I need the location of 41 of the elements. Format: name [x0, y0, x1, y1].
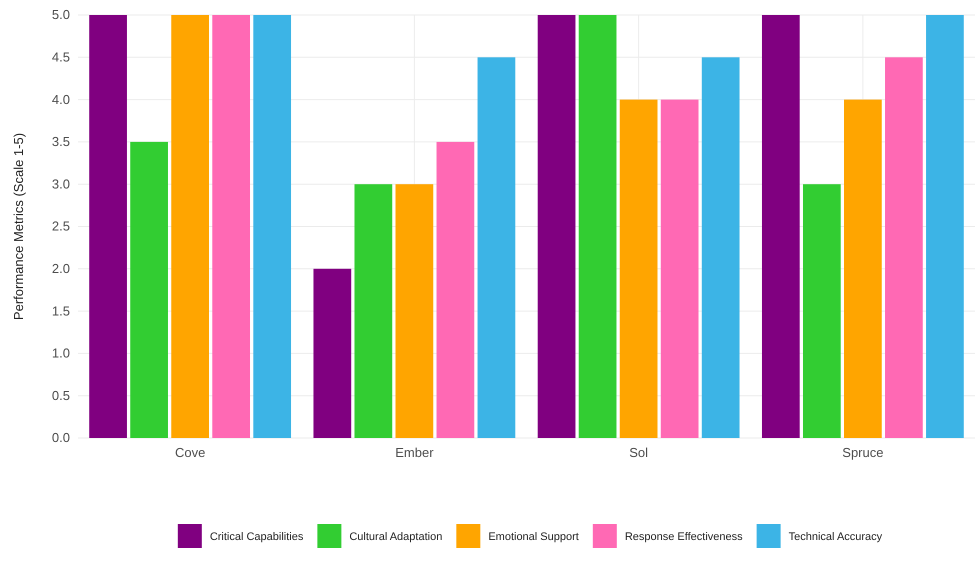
bar — [762, 15, 800, 438]
y-tick-label: 4.0 — [52, 92, 70, 107]
bar — [620, 100, 658, 438]
bar — [354, 184, 392, 438]
bar — [212, 15, 250, 438]
x-tick-label: Cove — [174, 445, 206, 460]
legend-label: Technical Accuracy — [788, 531, 883, 543]
y-tick-label: 2.0 — [52, 260, 70, 276]
bar — [885, 57, 923, 438]
bar — [578, 15, 616, 438]
x-tick-label: Spruce — [842, 445, 884, 460]
bar — [478, 57, 516, 438]
legend-label: Response Effectiveness — [624, 531, 744, 543]
bar — [89, 15, 127, 438]
bar — [130, 142, 168, 438]
bar — [844, 100, 882, 438]
legend-label: Emotional Support — [488, 531, 579, 543]
x-tick-label: Sol — [629, 445, 648, 460]
bar — [253, 15, 292, 438]
bar — [396, 184, 434, 438]
y-axis-title: Performance Metrics (Scale 1-5) — [11, 132, 26, 320]
bar — [171, 15, 209, 438]
bar — [702, 57, 740, 438]
y-tick-label: 3.5 — [52, 134, 70, 150]
bar — [538, 15, 576, 438]
y-tick-label: 5.0 — [52, 7, 70, 22]
y-tick-label: 3.0 — [52, 176, 70, 192]
bar — [802, 184, 841, 438]
y-tick-label: 0.0 — [52, 430, 70, 446]
y-tick-label: 0.5 — [52, 388, 70, 403]
x-tick-label: Ember — [395, 445, 434, 460]
bar — [436, 142, 474, 438]
bar — [660, 100, 699, 438]
y-tick-label: 1.5 — [52, 303, 70, 318]
legend-label: Critical Capabilities — [210, 531, 304, 543]
bar — [313, 268, 352, 438]
legend-label: Cultural Adaptation — [349, 531, 442, 543]
y-tick-label: 1.0 — [52, 346, 70, 361]
bar — [926, 15, 964, 438]
y-tick-label: 4.5 — [52, 49, 70, 64]
y-tick-label: 2.5 — [52, 218, 70, 234]
